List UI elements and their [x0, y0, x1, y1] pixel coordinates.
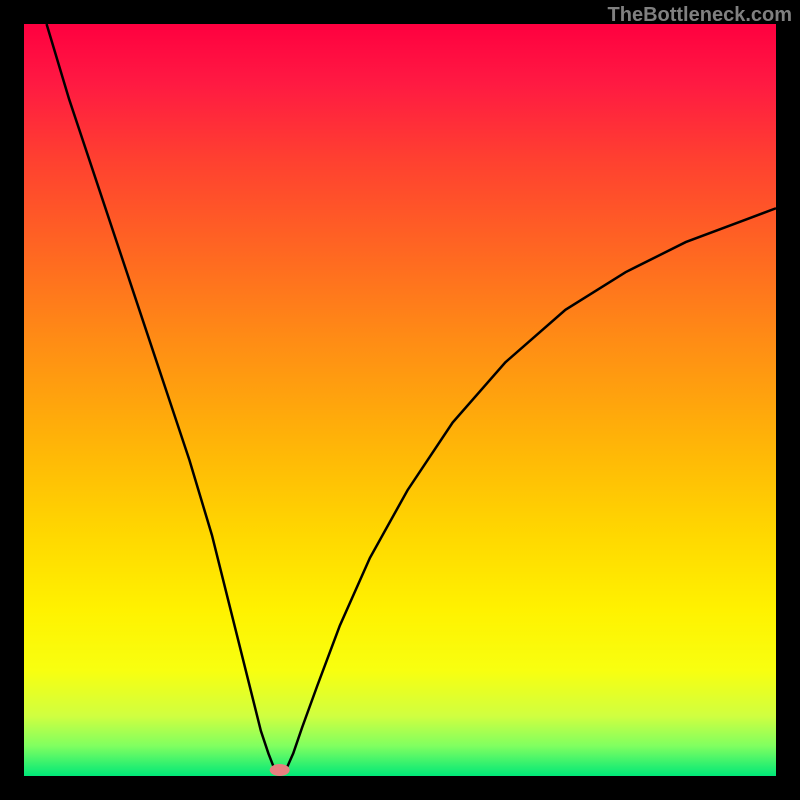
bottleneck-chart	[0, 0, 800, 800]
chart-background	[24, 24, 776, 776]
watermark-text: TheBottleneck.com	[608, 4, 792, 27]
minimum-marker	[270, 764, 290, 776]
chart-container: TheBottleneck.com	[0, 0, 800, 800]
